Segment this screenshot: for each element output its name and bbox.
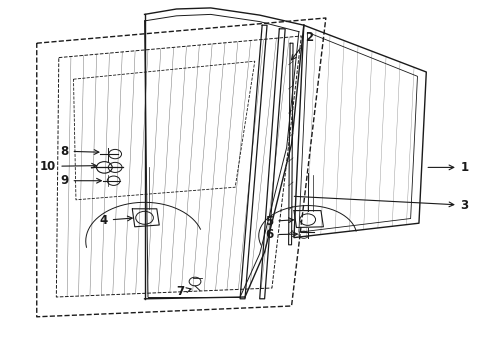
Text: 8: 8: [60, 145, 99, 158]
Text: 6: 6: [265, 228, 297, 241]
Text: 7: 7: [176, 285, 191, 298]
Text: 5: 5: [265, 215, 294, 228]
Text: 3: 3: [294, 196, 469, 212]
Text: 10: 10: [40, 160, 97, 173]
Text: 4: 4: [99, 214, 132, 227]
Text: 1: 1: [428, 161, 469, 174]
Text: 9: 9: [60, 174, 101, 187]
Text: 2: 2: [292, 31, 313, 60]
